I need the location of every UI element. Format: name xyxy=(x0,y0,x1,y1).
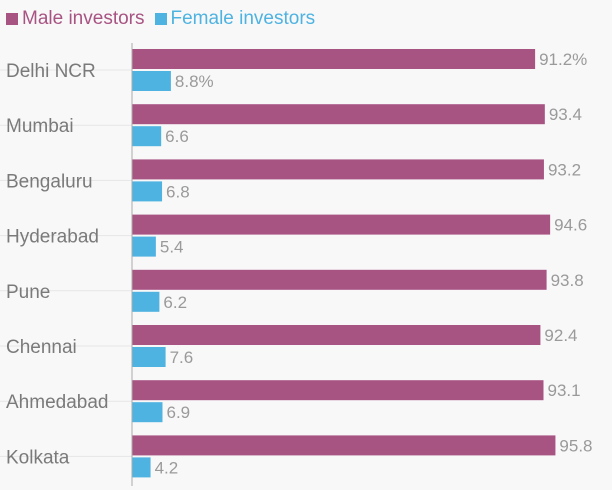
female-value-label: 6.6 xyxy=(165,127,189,146)
female-value-label: 6.8 xyxy=(166,182,190,201)
male-bar xyxy=(132,269,547,290)
female-bar xyxy=(132,457,151,478)
category-label: Ahmedabad xyxy=(6,392,108,413)
male-bar xyxy=(132,380,544,401)
female-bar xyxy=(132,402,163,423)
female-bar xyxy=(132,291,160,312)
female-value-label: 6.9 xyxy=(166,403,190,422)
female-value-label: 7.6 xyxy=(170,348,194,367)
male-value-label: 93.4 xyxy=(549,105,582,124)
male-value-label: 94.6 xyxy=(554,216,587,235)
male-bar xyxy=(132,325,541,345)
category-label: Delhi NCR xyxy=(6,61,96,82)
legend-item-male: Male investors xyxy=(6,8,145,30)
male-value-label: 93.1 xyxy=(548,381,581,400)
category-label: Hyderabad xyxy=(6,227,99,248)
male-bar xyxy=(132,104,545,125)
female-value-label: 8.8% xyxy=(175,72,214,91)
male-value-label: 93.8 xyxy=(551,271,584,290)
category-label: Pune xyxy=(6,282,50,303)
female-bar xyxy=(132,126,162,147)
category-label: Kolkata xyxy=(6,447,70,468)
legend-label-male: Male investors xyxy=(22,8,145,29)
legend-swatch-female xyxy=(154,13,167,25)
female-bar xyxy=(132,347,166,367)
male-bar xyxy=(132,435,556,456)
legend-swatch-male xyxy=(6,13,18,25)
male-bar xyxy=(132,159,544,180)
female-bar xyxy=(132,181,163,202)
legend: Male investors Female investors xyxy=(6,6,325,32)
female-bar xyxy=(132,236,156,257)
legend-label-female: Female investors xyxy=(170,8,316,29)
male-value-label: 95.8 xyxy=(559,436,592,455)
legend-item-female: Female investors xyxy=(154,8,316,30)
female-value-label: 5.4 xyxy=(160,238,184,257)
male-bar xyxy=(132,49,536,69)
category-label: Mumbai xyxy=(6,116,74,137)
male-value-label: 93.2 xyxy=(548,160,581,179)
female-value-label: 4.2 xyxy=(155,458,179,477)
female-value-label: 6.2 xyxy=(163,293,187,312)
female-bar xyxy=(132,71,171,91)
male-value-label: 91.2% xyxy=(539,50,587,69)
category-label: Bengaluru xyxy=(6,171,93,192)
male-value-label: 92.4 xyxy=(544,326,577,345)
category-label: Chennai xyxy=(6,337,77,358)
male-bar xyxy=(132,214,551,235)
